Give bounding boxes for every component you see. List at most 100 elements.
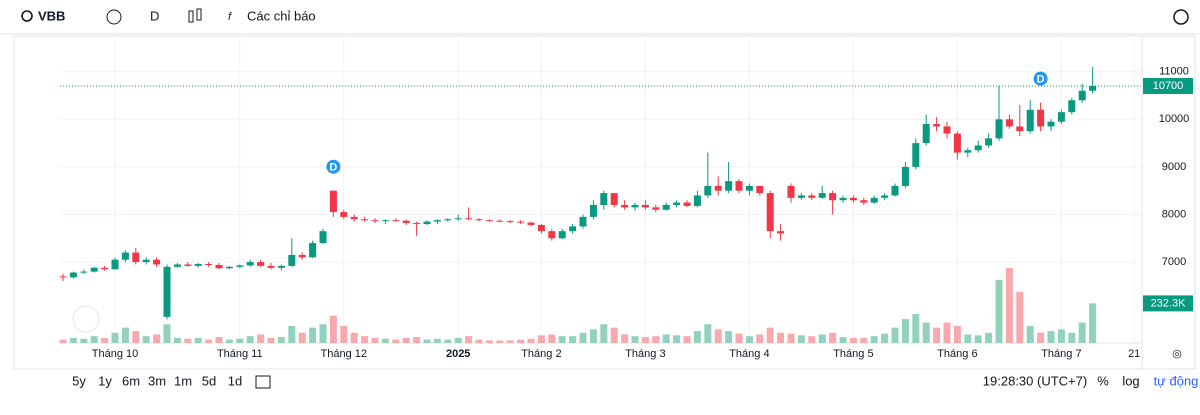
volume-bar: [922, 322, 930, 343]
candle-body: [974, 145, 982, 151]
volume-bar: [194, 337, 202, 343]
volume-bar: [693, 331, 701, 343]
volume-bar: [1026, 325, 1034, 343]
chart-type-icon[interactable]: [188, 10, 194, 23]
volume-bar: [652, 336, 660, 343]
range-button[interactable]: 5y: [72, 373, 86, 388]
volume-bar: [309, 327, 317, 343]
volume-bar: [340, 325, 348, 343]
x-tick-label: Tháng 6: [937, 348, 977, 360]
chart-type-icon[interactable]: [196, 8, 202, 21]
candle-body: [485, 220, 493, 222]
x-tick-label: Tháng 7: [1041, 348, 1081, 360]
candle-body: [818, 193, 826, 198]
x-tick-label: Tháng 5: [833, 348, 873, 360]
date-range-icon[interactable]: [255, 375, 271, 389]
dividend-marker[interactable]: [1033, 71, 1048, 86]
volume-bar: [745, 336, 753, 343]
volume-bar: [558, 336, 566, 343]
volume-bar: [860, 337, 868, 343]
settings[interactable]: [1173, 9, 1189, 25]
volume-bar: [808, 336, 816, 343]
candle-body: [194, 263, 202, 266]
candle-body: [641, 204, 649, 208]
x-tick-label: Tháng 10: [92, 348, 138, 360]
volume-bar: [69, 337, 77, 343]
candle-body: [527, 222, 535, 225]
volume-bar: [381, 338, 389, 343]
interval[interactable]: D: [150, 8, 159, 23]
x-tick-label: 21: [1128, 348, 1140, 360]
candle-body: [236, 265, 244, 267]
candle-body: [1057, 112, 1065, 122]
candle-body: [465, 218, 473, 220]
volume-bar: [756, 334, 764, 343]
volume-bar: [849, 337, 857, 343]
candle-body: [350, 216, 358, 220]
add-symbol[interactable]: [106, 9, 122, 25]
volume-bar: [527, 338, 535, 343]
indicators[interactable]: Các chỉ báo: [247, 8, 316, 23]
range-button[interactable]: 1m: [174, 373, 192, 388]
y-tick-label: 8000: [1162, 208, 1186, 220]
indicator-icon[interactable]: f: [228, 11, 232, 23]
volume-bar: [985, 332, 993, 343]
range-button[interactable]: 1d: [228, 373, 242, 388]
candle-body: [922, 124, 930, 144]
candle-body: [985, 138, 993, 146]
volume-bar: [870, 336, 878, 343]
candle-body: [693, 195, 701, 206]
y-tick-label: 7000: [1162, 256, 1186, 268]
chart-frame: [13, 35, 1196, 370]
candle-body: [631, 204, 639, 208]
candle-body: [153, 259, 161, 265]
logo[interactable]: [72, 305, 100, 333]
volume-bar: [641, 337, 649, 343]
range-button[interactable]: 3m: [148, 373, 166, 388]
reset-icon[interactable]: ◎: [1172, 348, 1182, 360]
volume-bar: [829, 332, 837, 343]
candle-body: [725, 181, 733, 191]
volume-bar: [121, 327, 129, 343]
candle-body: [101, 267, 109, 270]
range-button[interactable]: 5d: [202, 373, 216, 388]
candle-body: [933, 124, 941, 127]
candle-body: [829, 193, 837, 201]
volume-bar: [995, 279, 1003, 343]
dividend-marker[interactable]: [326, 159, 341, 174]
volume-bar: [173, 337, 181, 343]
symbol[interactable]: VBB: [38, 8, 65, 23]
range-button[interactable]: 6m: [122, 373, 140, 388]
candle-body: [849, 197, 857, 201]
search-icon[interactable]: [21, 10, 33, 22]
candle-body: [309, 243, 317, 258]
x-tick-label: Tháng 3: [625, 348, 665, 360]
candle-body: [901, 166, 909, 186]
footer: % log tự động 19:28:30 (UTC+7): [255, 373, 1199, 389]
auto-toggle[interactable]: tự động: [1154, 373, 1199, 388]
candle-body: [319, 231, 327, 244]
candle-body: [745, 185, 753, 191]
candle-body: [402, 220, 410, 224]
volume-bar: [912, 314, 920, 343]
candle-body: [766, 193, 774, 232]
log-toggle[interactable]: log: [1122, 373, 1139, 388]
candle-body: [132, 252, 140, 263]
candle-body: [298, 254, 306, 258]
candle-body: [340, 212, 348, 217]
volume-bar: [766, 327, 774, 343]
candle-body: [1005, 119, 1013, 127]
clock: 19:28:30 (UTC+7): [983, 373, 1087, 388]
candle-body: [1016, 126, 1024, 132]
dividend-label: D: [1037, 74, 1045, 86]
volume-bar: [225, 339, 233, 343]
candle-body: [225, 266, 233, 269]
volume-bar: [496, 340, 504, 343]
candle-body: [475, 219, 483, 221]
candle-body: [184, 264, 192, 266]
percent-toggle[interactable]: %: [1097, 373, 1109, 388]
volume-bar: [153, 334, 161, 343]
range-button[interactable]: 1y: [98, 373, 112, 388]
